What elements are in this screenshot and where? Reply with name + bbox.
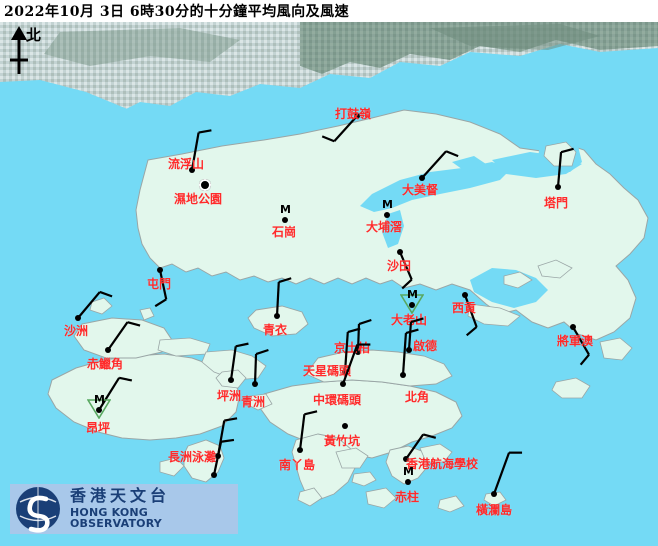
station-label-kai-tak: 啟德 [413,339,438,353]
station-label-stanley: 赤柱 [395,490,420,504]
station-dot-marker [274,313,280,319]
station-label-star-ferry: 天星碼頭 [303,364,352,378]
station-dot-marker [75,315,81,321]
station-label-tates-cairn: 大老山 [391,313,428,327]
station-dot-marker [189,167,195,173]
station-label-lamma-island: 南丫島 [279,458,316,472]
missing-data-marker: M [382,198,393,211]
station-label-tuen-mun: 屯門 [147,277,172,291]
station-label-peng-chau: 坪洲 [217,389,242,403]
station-label-hk-sea-school: 香港航海學校 [406,457,479,471]
station-label-ta-kwu-ling: 打鼓嶺 [335,107,372,121]
missing-data-marker: M [280,203,291,216]
station-dot-marker [157,267,163,273]
station-label-cheung-chau-beach: 長洲泳灘 [168,450,217,464]
station-dot-marker [462,292,468,298]
station-dot-marker [403,456,409,462]
station-label-sha-tin: 沙田 [387,259,412,273]
hko-logo-text: 香港天文台 HONG KONG OBSERVATORY [70,486,238,531]
station-label-wetland-park: 濕地公園 [174,192,223,206]
map-canvas[interactable]: 北 打鼓嶺流浮山濕地公園 M 石崗 M 大埔滘 大美督塔門沙田屯門沙洲赤鱲角 青衣 M 大老山 西… [0,22,658,546]
station-dot-marker [297,447,303,453]
station-dot-marker [491,491,497,497]
mountain-station-icon [87,399,111,419]
station-dot-marker [406,347,412,353]
station-ring-marker [199,179,211,191]
hko-logo: 香港天文台 HONG KONG OBSERVATORY [10,484,238,534]
station-label-lau-fau-shan: 流浮山 [168,157,205,171]
station-dot-marker [252,381,258,387]
station-label-wong-chuk-hang: 黃竹坑 [324,434,361,448]
station-dot-marker [211,472,217,478]
station-label-tap-mun: 塔門 [544,196,569,210]
missing-data-marker: M [403,465,414,478]
station-label-chek-lap-kok: 赤鱲角 [87,357,124,371]
station-label-waglan-island: 橫瀾島 [476,503,513,517]
station-label-north-point: 北角 [405,390,430,404]
station-label-tseung-kwan-o: 將軍澳 [557,334,594,348]
page-title: 2022年10月 3日 6時30分的十分鐘平均風向及風速 [4,4,350,20]
station-dot-marker [354,113,360,119]
station-dot-marker [282,217,288,223]
station-label-green-island: 青洲 [241,395,266,409]
station-label-tsing-yi: 青衣 [263,323,288,337]
station-label-sai-kung: 西貢 [452,301,477,315]
station-dot-marker [405,479,411,485]
title-bar: 2022年10月 3日 6時30分的十分鐘平均風向及風速 [0,0,658,22]
station-layer: 打鼓嶺流浮山濕地公園 M 石崗 M 大埔滘 大美督塔門沙田屯門沙洲赤鱲角 青衣 M 大老山 西貢將… [0,22,658,546]
station-dot-marker [96,407,102,413]
missing-data-marker: M [94,393,105,406]
hko-logo-zh: 香港天文台 [70,486,171,506]
station-dot-marker [419,175,425,181]
station-dot-marker [342,423,348,429]
north-arrow-icon [10,26,28,74]
station-dot-marker [228,377,234,383]
station-label-ngong-ping: 昂坪 [86,421,111,435]
station-label-tai-po-kau: 大埔滘 [366,220,403,234]
station-dot-marker [555,184,561,190]
station-label-tai-mei-tuk: 大美督 [402,183,439,197]
station-dot-marker [400,372,406,378]
mountain-station-icon [400,294,424,314]
station-dot-marker [340,381,346,387]
station-dot-marker [570,324,576,330]
station-label-kings-park: 京士柏 [334,341,371,355]
station-dot-marker [397,249,403,255]
station-dot-marker [105,347,111,353]
station-dot-marker [409,302,415,308]
hko-logo-en: HONG KONG OBSERVATORY [70,505,162,531]
map-geography [0,22,658,546]
hko-logo-icon [16,487,60,533]
north-label: 北 [26,26,42,44]
station-label-sha-chau: 沙洲 [64,324,89,338]
station-label-shek-kong: 石崗 [272,225,297,239]
station-dot-marker [384,212,390,218]
missing-data-marker: M [407,288,418,301]
station-label-central-pier: 中環碼頭 [313,393,362,407]
